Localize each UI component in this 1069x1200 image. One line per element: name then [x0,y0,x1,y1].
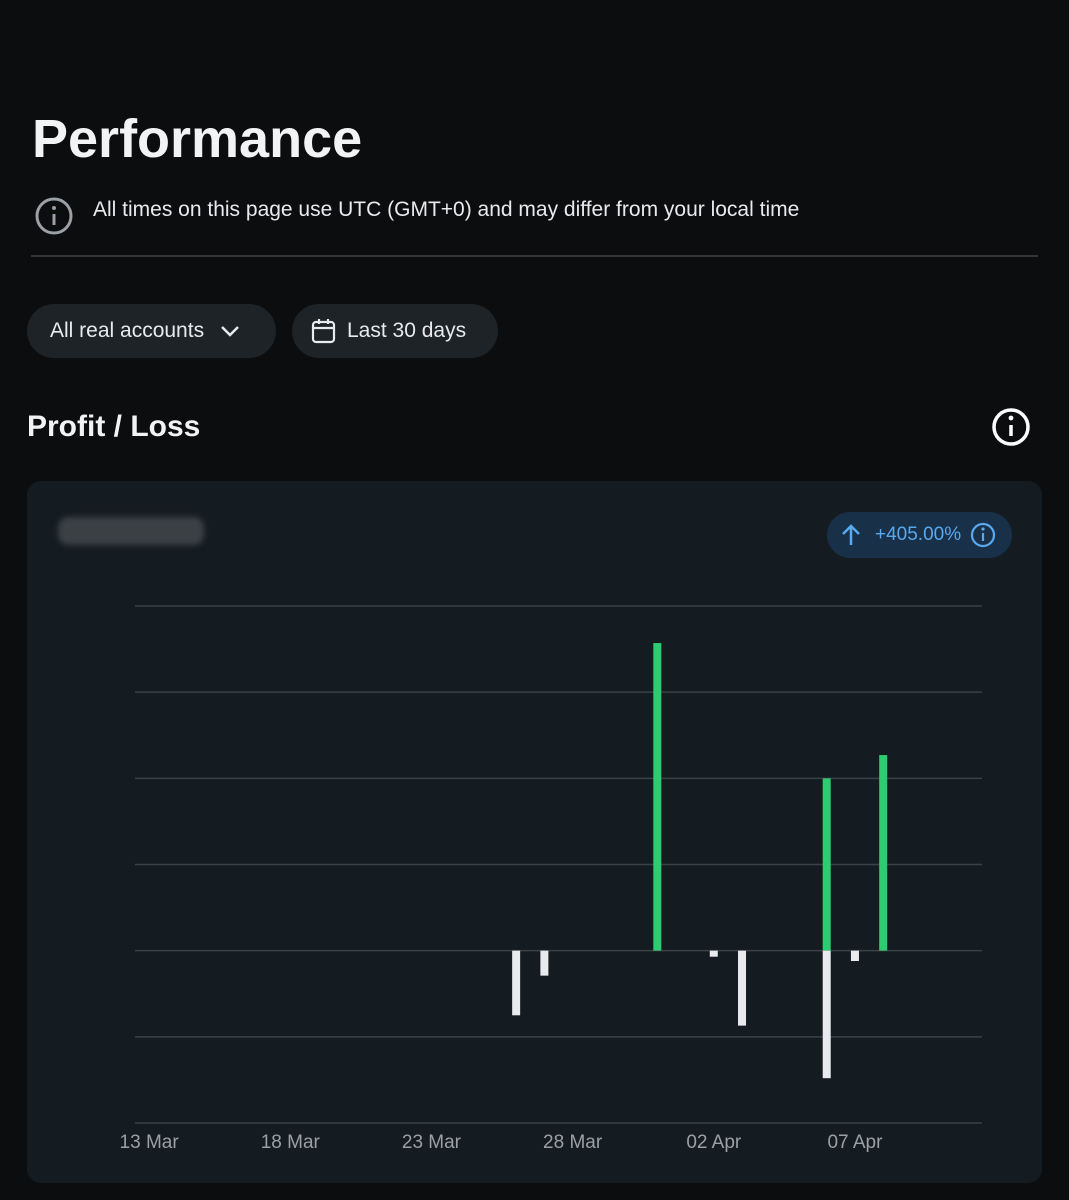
bar [540,950,549,976]
filter-label: Last 30 days [347,319,467,342]
x-tick-label: 23 Mar [402,1132,462,1153]
bar [822,778,831,951]
change-badge[interactable]: +405.00% [827,512,1012,558]
chevron [221,326,239,337]
x-tick-label: 28 Mar [543,1132,603,1153]
bar [879,755,888,951]
bar [653,643,662,951]
change-value: +405.00% [875,524,962,545]
filter-label: All real accounts [50,319,205,342]
x-tick-label: 02 Apr [686,1132,742,1153]
arrow-up [842,524,860,545]
section-title: Profit / Loss [27,410,201,443]
bar [512,950,521,1016]
calendar-icon [311,319,336,344]
date-filter[interactable]: Last 30 days [292,304,498,358]
info-icon [971,522,996,548]
info-button[interactable] [990,406,1032,448]
notice: All times on this page use UTC (GMT+0) a… [93,198,800,221]
redacted-value [58,517,204,545]
page-title: Performance [32,109,363,169]
x-tick-label: 13 Mar [120,1132,180,1153]
bar [822,950,831,1079]
bar [709,950,718,957]
chart-card [27,481,1042,1183]
bar [738,950,747,1026]
bar [850,950,859,962]
divider [31,255,1038,257]
info-icon [35,197,73,235]
account-filter[interactable]: All real accounts [27,304,276,358]
x-tick-label: 18 Mar [261,1132,321,1153]
x-tick-label: 07 Apr [827,1132,883,1153]
